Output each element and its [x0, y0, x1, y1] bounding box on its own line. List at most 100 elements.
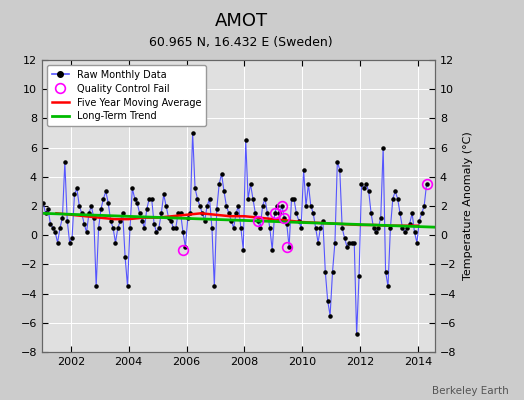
Point	[61, 159, 69, 166]
Point	[418, 210, 426, 216]
Point	[123, 283, 132, 290]
Point	[203, 203, 211, 209]
Point	[147, 196, 156, 202]
Point	[66, 239, 74, 246]
Point	[128, 185, 137, 192]
Point	[282, 220, 291, 227]
Point	[270, 210, 279, 216]
Point	[372, 229, 380, 236]
Point	[420, 203, 428, 209]
Point	[335, 166, 344, 173]
Point	[215, 181, 223, 187]
Point	[145, 196, 154, 202]
Point	[126, 225, 134, 231]
Point	[367, 210, 375, 216]
Y-axis label: Temperature Anomaly (°C): Temperature Anomaly (°C)	[463, 132, 473, 280]
Point	[104, 200, 113, 206]
Point	[82, 229, 91, 236]
Point	[97, 206, 105, 212]
Point	[58, 214, 67, 221]
Point	[133, 200, 141, 206]
Point	[68, 235, 77, 241]
Point	[391, 188, 399, 194]
Point	[343, 244, 351, 250]
Point	[299, 166, 308, 173]
Point	[408, 210, 416, 216]
Point	[150, 220, 158, 227]
Point	[43, 206, 52, 212]
Point	[56, 225, 64, 231]
Point	[118, 210, 127, 216]
Point	[353, 331, 361, 338]
Point	[394, 196, 402, 202]
Point	[287, 196, 296, 202]
Point	[309, 210, 318, 216]
Point	[222, 203, 231, 209]
Point	[377, 214, 385, 221]
Point	[213, 206, 221, 212]
Point	[275, 210, 283, 216]
Point	[162, 203, 170, 209]
Point	[135, 210, 144, 216]
Point	[138, 218, 146, 224]
Text: AMOT: AMOT	[214, 12, 268, 30]
Point	[307, 203, 315, 209]
Point	[90, 214, 98, 221]
Point	[186, 210, 194, 216]
Point	[116, 218, 125, 224]
Point	[302, 203, 310, 209]
Point	[181, 244, 190, 250]
Point	[92, 283, 101, 290]
Point	[102, 188, 110, 194]
Text: Berkeley Earth: Berkeley Earth	[432, 386, 508, 396]
Point	[239, 246, 247, 253]
Point	[326, 312, 334, 319]
Point	[333, 159, 342, 166]
Point	[410, 229, 419, 236]
Text: 60.965 N, 16.432 E (Sweden): 60.965 N, 16.432 E (Sweden)	[149, 36, 333, 49]
Point	[365, 188, 373, 194]
Point	[321, 268, 330, 275]
Point	[362, 181, 370, 187]
Point	[210, 283, 219, 290]
Point	[422, 181, 431, 187]
Point	[355, 273, 363, 279]
Point	[242, 137, 250, 144]
Point	[319, 218, 327, 224]
Point	[70, 191, 79, 198]
Point	[304, 181, 313, 187]
Point	[401, 229, 409, 236]
Point	[266, 225, 274, 231]
Point	[183, 214, 192, 221]
Point	[263, 210, 271, 216]
Point	[381, 268, 390, 275]
Point	[290, 196, 298, 202]
Point	[114, 225, 122, 231]
Point	[292, 210, 301, 216]
Point	[73, 185, 81, 192]
Point	[39, 200, 47, 206]
Point	[220, 188, 228, 194]
Point	[338, 225, 346, 231]
Point	[80, 220, 89, 227]
Point	[415, 218, 423, 224]
Point	[403, 225, 411, 231]
Point	[41, 210, 50, 216]
Point	[246, 181, 255, 187]
Point	[314, 239, 322, 246]
Point	[329, 268, 337, 275]
Point	[225, 210, 233, 216]
Point	[106, 218, 115, 224]
Point	[258, 203, 267, 209]
Point	[341, 235, 349, 241]
Point	[99, 196, 107, 202]
Point	[273, 203, 281, 209]
Point	[278, 203, 286, 209]
Point	[347, 239, 356, 246]
Point	[374, 225, 383, 231]
Point	[169, 225, 178, 231]
Point	[198, 210, 206, 216]
Point	[379, 144, 387, 151]
Point	[109, 225, 117, 231]
Point	[179, 229, 187, 236]
